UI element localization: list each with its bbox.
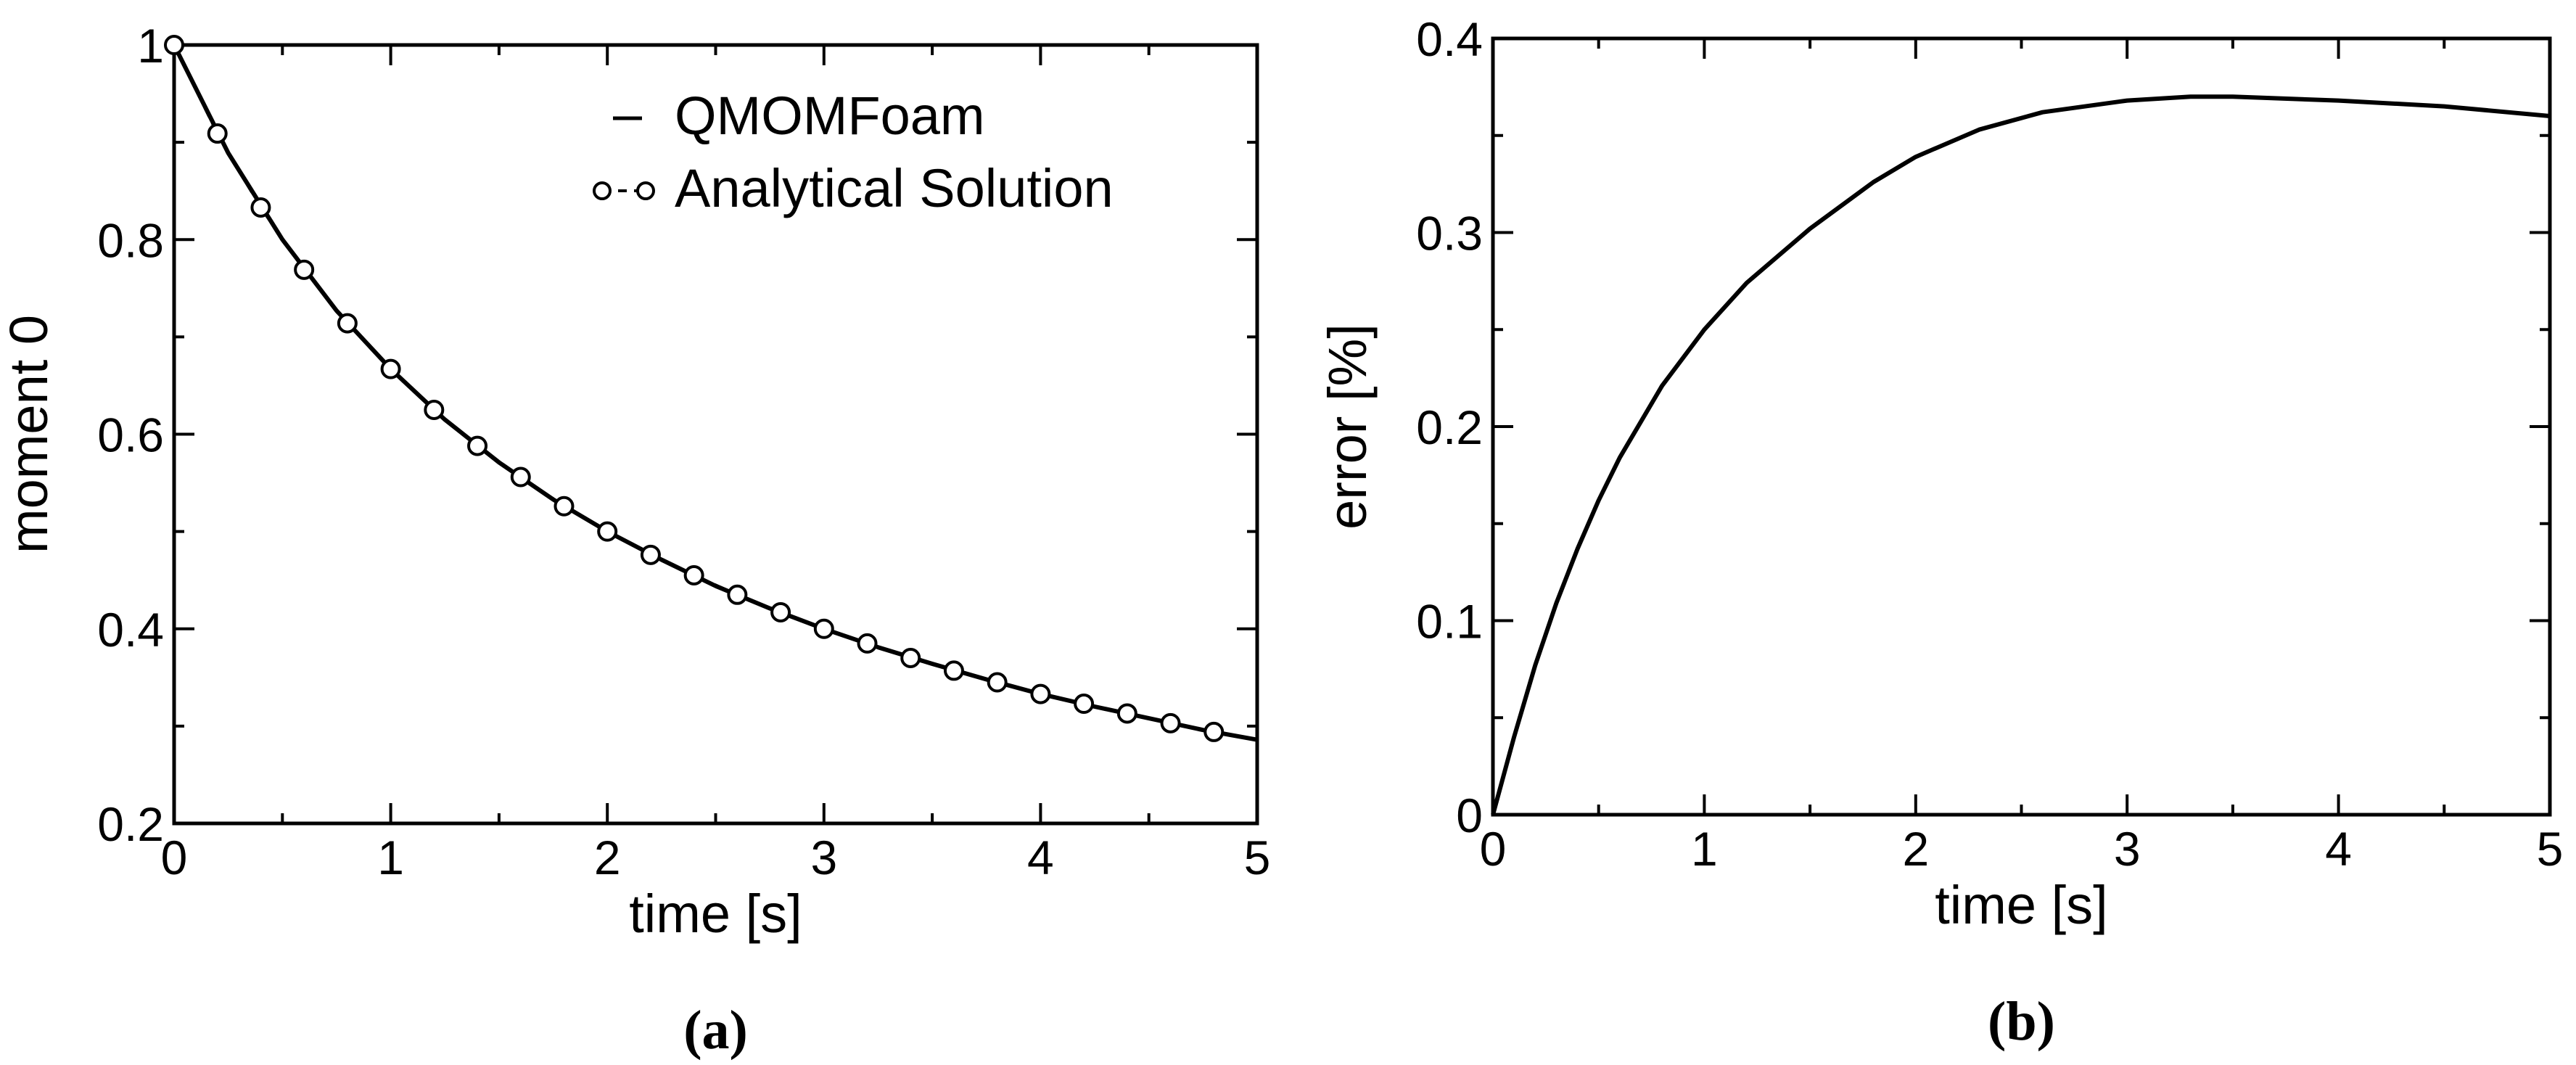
y-tick-label: 0.4 (97, 603, 164, 657)
x-tick-label: 0 (161, 831, 188, 884)
chart-panel-b: 0 1 2 3 4 5 0 0.1 0.2 0.3 0.4 time [s] error [%] (b) (1317, 12, 2563, 1052)
data-point-marker (467, 435, 488, 456)
data-point-marker (554, 496, 575, 517)
legend-label: Analytical Solution (675, 158, 1114, 218)
data-point-marker (1203, 721, 1225, 742)
data-point-marker (250, 197, 271, 218)
data-point-marker (207, 123, 228, 144)
x-tick-label: 1 (377, 831, 404, 884)
data-point-marker (727, 584, 748, 605)
data-point-marker (510, 466, 531, 488)
data-point-marker (597, 521, 618, 542)
data-point-marker (943, 660, 964, 681)
data-point-marker (1030, 683, 1051, 704)
legend-swatch-marker (593, 181, 612, 200)
data-point-marker (1074, 694, 1095, 715)
x-tick-label: 4 (2325, 822, 2352, 876)
y-tick-label: 0.3 (1416, 207, 1483, 260)
legend-swatch-marker (636, 181, 655, 200)
x-axis-label: time [s] (1935, 875, 2107, 935)
data-point-marker (640, 544, 661, 565)
x-axis-label: time [s] (629, 884, 802, 944)
data-point-marker (380, 358, 401, 379)
x-tick-label: 2 (594, 831, 621, 884)
x-tick-label: 2 (1902, 822, 1929, 876)
data-point-marker (1116, 703, 1137, 724)
y-axis-label: moment 0 (0, 315, 59, 554)
y-tick-label: 0.6 (97, 408, 164, 462)
series-line-analytical-solution (173, 44, 1214, 733)
data-point-marker (900, 647, 921, 668)
data-point-marker (164, 35, 184, 55)
y-tick-label: 1 (137, 19, 164, 73)
data-point-marker (294, 259, 315, 280)
x-tick-label: 3 (810, 831, 837, 884)
series-line-qmomfoam (172, 44, 1258, 742)
legend-label: QMOMFoam (675, 86, 985, 146)
y-tick-label: 0.2 (97, 797, 164, 851)
x-tick-label: 4 (1027, 831, 1054, 884)
y-tick-label: 0 (1456, 789, 1483, 842)
y-tick-label: 0.4 (1416, 12, 1483, 66)
chart-panel-a: 0 1 2 3 4 5 0.2 0.4 0.6 0.8 1 time [s] moment 0 (a) QM… (0, 19, 1270, 1061)
y-tick-label: 0.2 (1416, 400, 1483, 454)
plot-frame (1491, 36, 2552, 817)
data-point-marker (337, 313, 358, 334)
data-point-marker (987, 672, 1008, 693)
data-point-marker (857, 633, 878, 654)
y-axis-label: error [%] (1317, 324, 1378, 530)
data-point-marker (813, 618, 834, 639)
x-tick-label: 5 (2537, 822, 2564, 876)
series-line-error (1491, 94, 2551, 815)
x-tick-label: 0 (1480, 822, 1507, 876)
data-point-marker (770, 601, 791, 622)
data-point-marker (424, 399, 445, 420)
x-tick-label: 1 (1691, 822, 1718, 876)
data-point-marker (683, 564, 704, 585)
panel-caption: (a) (683, 1000, 748, 1061)
y-tick-label: 0.1 (1416, 595, 1483, 649)
y-tick-label: 0.8 (97, 213, 164, 267)
data-point-marker (1160, 712, 1181, 733)
panel-caption: (b) (1988, 991, 2055, 1052)
x-tick-label: 3 (2114, 822, 2141, 876)
x-tick-label: 5 (1244, 831, 1271, 884)
